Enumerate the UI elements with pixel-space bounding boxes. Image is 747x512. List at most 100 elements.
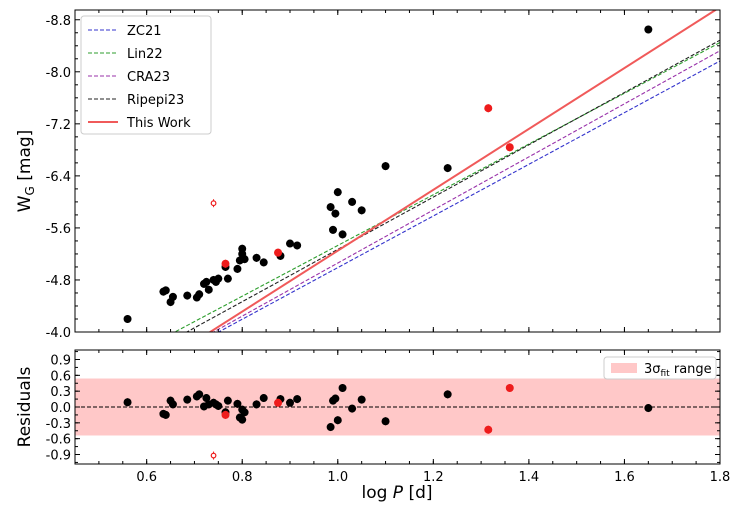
top-y-tick-label: -6.4: [46, 170, 71, 185]
residual-point-red: [484, 425, 493, 434]
residuals-y-tick-label: -0.3: [46, 417, 71, 432]
residual-point-red: [221, 410, 230, 419]
data-point-black: [204, 285, 213, 294]
top-y-tick-label: -8.8: [46, 14, 71, 29]
x-tick-label: 1.2: [423, 470, 444, 485]
residual-point-red: [274, 398, 283, 407]
top-plot-area: [123, 10, 720, 332]
residuals-y-tick-label: 0.3: [50, 385, 71, 400]
x-tick-label: 0.6: [136, 470, 157, 485]
top-y-tick-label: -4.0: [46, 326, 71, 341]
legend-box: [80, 15, 212, 135]
residual-point-black: [338, 384, 347, 392]
data-point-black: [338, 230, 347, 239]
data-point-black: [326, 203, 335, 212]
band-legend-label: 3σfit range: [644, 362, 712, 379]
residual-point-black: [238, 415, 247, 424]
legend-label: Ripepi23: [127, 93, 184, 108]
residual-point-black: [443, 390, 452, 399]
residual-point-red: [210, 451, 217, 460]
residuals-legend: 3σfit range: [603, 356, 717, 380]
residuals-legend-box: [603, 356, 717, 380]
data-point-black: [183, 291, 192, 300]
data-point-black: [214, 274, 223, 283]
residual-point-black: [259, 394, 268, 403]
data-point-black: [240, 255, 249, 264]
residuals-y-ticks: 0.90.60.30.0-0.3-0.6-0.9: [46, 351, 720, 464]
residuals-y-tick-label: -0.6: [46, 433, 71, 448]
residual-point-black: [233, 399, 242, 408]
data-point-black: [357, 206, 366, 215]
fit-line-this-work: [208, 10, 718, 332]
residual-point-black: [240, 408, 249, 417]
residual-point-black: [223, 396, 232, 405]
residual-point-black: [357, 395, 366, 404]
x-axis-title: log P [d]: [361, 483, 432, 503]
top-y-tick-label: -7.2: [46, 118, 71, 133]
top-y-tick-label: -4.8: [46, 274, 71, 289]
top-x-ticks: [98, 10, 721, 332]
residual-point-black: [123, 398, 132, 407]
residuals-panel: 0.90.60.30.0-0.3-0.6-0.9 0.6 0.8 1.0 1.2 1.4…: [15, 349, 731, 485]
data-point-black: [443, 164, 452, 173]
band-legend-swatch: [611, 363, 637, 373]
data-point-red: [274, 248, 283, 257]
data-point-black: [202, 277, 211, 286]
residuals-y-tick-label: 0.6: [50, 369, 71, 384]
residuals-y-tick-label: 0.0: [50, 401, 71, 416]
data-point-black: [223, 274, 232, 283]
legend-label: CRA23: [127, 70, 170, 85]
top-y-tick-label: -8.0: [46, 66, 71, 81]
residuals-x-ticks: 0.6 0.8 1.0 1.2 1.4 1.6 1.8: [98, 350, 731, 485]
data-point-black: [329, 225, 337, 234]
residuals-plot-area: [75, 378, 720, 460]
legend-label: ZC21: [127, 24, 162, 39]
data-point-red: [505, 143, 514, 152]
x-tick-label: 0.8: [232, 470, 253, 485]
residual-point-black: [381, 417, 390, 426]
x-tick-label: 1.8: [710, 470, 731, 485]
residual-point-red: [505, 384, 514, 392]
residual-point-black: [333, 416, 342, 425]
data-point-black: [238, 244, 247, 253]
data-point-black: [252, 253, 261, 262]
top-y-tick-label: -5.6: [46, 222, 71, 237]
data-point-black: [286, 239, 294, 248]
fit-line-zc21: [217, 60, 720, 332]
fit-line-cra23: [212, 50, 720, 332]
residual-point-black: [195, 390, 204, 399]
residuals-y-axis-title: Residuals: [15, 367, 35, 448]
data-point-black: [195, 290, 204, 299]
data-point-red: [210, 199, 217, 208]
data-point-black: [123, 314, 132, 323]
residuals-y-tick-label: 0.9: [50, 354, 71, 369]
data-point-black: [259, 258, 268, 267]
residual-point-black: [168, 400, 177, 409]
residual-point-black: [252, 400, 261, 409]
top-panel-frame: [74, 9, 721, 333]
residual-point-black: [348, 404, 357, 413]
data-point-black: [293, 241, 302, 250]
data-point-black: [333, 188, 342, 197]
residual-point-black: [183, 395, 192, 404]
residual-point-black: [293, 395, 302, 404]
residual-point-black: [326, 423, 335, 432]
residual-point-black: [331, 394, 340, 403]
data-point-black: [331, 209, 340, 218]
x-tick-label: 1.4: [519, 470, 540, 485]
data-point-black: [381, 162, 390, 171]
fit-line-ripepi23: [185, 39, 720, 332]
data-point-red: [484, 104, 493, 113]
data-point-black: [644, 25, 653, 34]
data-point-black: [168, 292, 177, 301]
legend-label: This Work: [126, 116, 191, 131]
top-panel: -8.8 -8.0 -7.2 -6.4 -5.6 -4.8 -4.0 WG [mag] ZC…: [15, 9, 721, 341]
legend-label: Lin22: [127, 47, 163, 62]
data-point-red: [221, 259, 230, 268]
data-point-black: [348, 197, 357, 206]
residual-point-black: [286, 398, 294, 407]
x-tick-label: 1.0: [327, 470, 348, 485]
data-point-black: [233, 264, 242, 273]
residual-point-black: [214, 401, 223, 410]
